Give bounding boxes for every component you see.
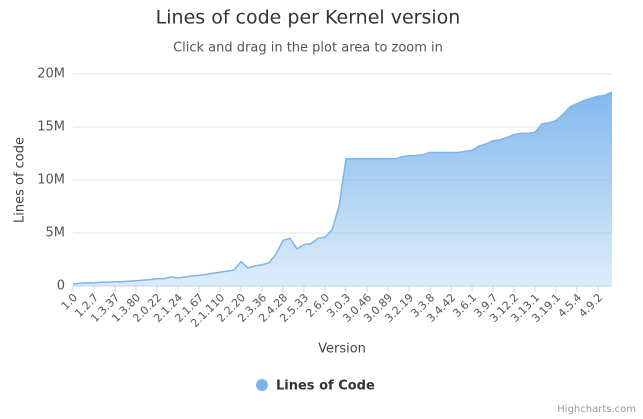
- x-axis-title: Version: [318, 342, 366, 357]
- chart-subtitle: Click and drag in the plot area to zoom …: [173, 41, 443, 56]
- y-tick-label: 20M: [37, 67, 65, 82]
- credit[interactable]: Highcharts.com: [557, 404, 636, 415]
- area-fill: [73, 92, 612, 287]
- area-line: [72, 91, 613, 285]
- legend-symbol: [256, 379, 268, 391]
- y-tick-label: 5M: [46, 226, 66, 241]
- legend-label: Lines of Code: [276, 379, 375, 394]
- y-tick-label: 15M: [37, 120, 65, 135]
- chart-title: Lines of code per Kernel version: [156, 7, 461, 29]
- y-tick-label: 0: [57, 279, 65, 294]
- y-axis-title: Lines of code: [13, 137, 28, 223]
- y-tick-label: 10M: [37, 173, 65, 188]
- x-tick-label: 4.9.2: [576, 291, 605, 320]
